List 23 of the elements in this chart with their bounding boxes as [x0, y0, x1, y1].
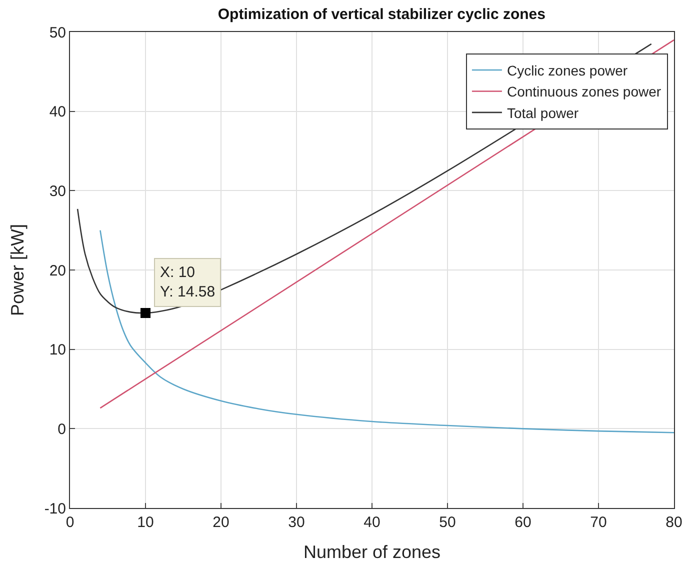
- legend-label: Total power: [506, 104, 579, 121]
- x-tick-label: 30: [288, 514, 305, 531]
- x-tick-label: 10: [137, 514, 154, 531]
- x-tick-label: 60: [514, 514, 532, 531]
- y-tick-label: 40: [49, 104, 66, 121]
- x-tick-label: 80: [666, 514, 682, 531]
- x-tick-label: 40: [364, 514, 380, 531]
- chart-title: Optimization of vertical stabilizer cyclic zones: [218, 6, 546, 24]
- x-tick-label: 50: [439, 514, 456, 531]
- x-tick-label: 70: [590, 514, 607, 531]
- y-tick-label: 0: [58, 420, 66, 438]
- x-axis-title: Number of zones: [303, 542, 441, 562]
- y-tick-label: 20: [49, 262, 66, 280]
- legend-label: Continuous zones power: [506, 84, 662, 100]
- y-axis-title: Power [kW]: [8, 224, 28, 316]
- y-tick-label: 50: [49, 24, 66, 42]
- line-series: [100, 230, 674, 434]
- annotation: X: 10 Y: 14.58: [160, 264, 216, 300]
- y-tick-label: 30: [49, 182, 66, 200]
- y-tick-label: -10: [44, 500, 66, 518]
- x-tick-label: 20: [212, 514, 230, 531]
- legend-label: Cyclic zones power: [506, 62, 628, 78]
- y-tick-label: 10: [49, 342, 66, 359]
